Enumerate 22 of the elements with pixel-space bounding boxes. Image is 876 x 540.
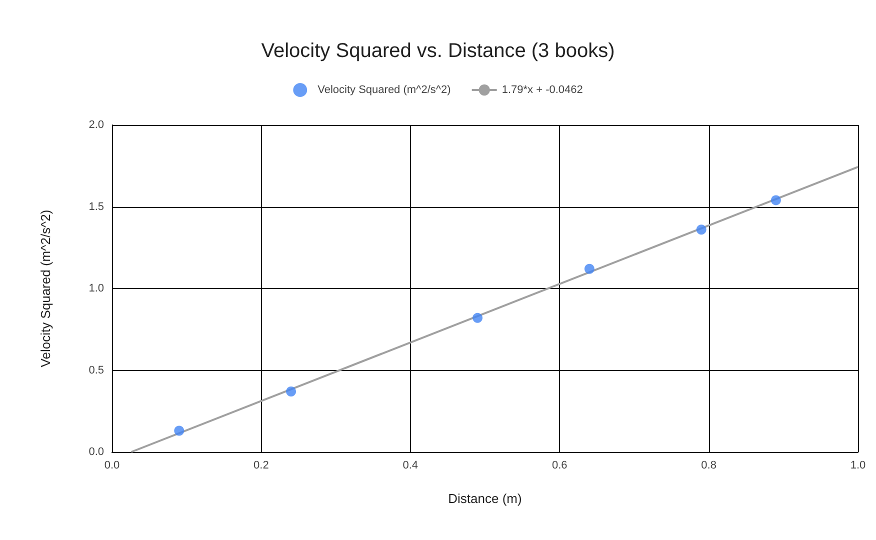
point: [174, 426, 184, 436]
x-tick-label: 0.6: [552, 460, 568, 472]
y-tick-label: 0.0: [88, 446, 104, 458]
chart-title: Velocity Squared vs. Distance (3 books): [261, 40, 615, 62]
x-tick-label: 0.8: [701, 460, 716, 472]
point: [584, 264, 594, 274]
point: [696, 224, 706, 235]
legend-label: Velocity Squared (m^2/s^2): [318, 84, 451, 96]
y-tick-label: 0.5: [88, 364, 104, 376]
point: [770, 195, 781, 206]
y-axis-title: Velocity Squared (m^2/s^2): [38, 210, 53, 368]
x-tick-label: 0.0: [104, 460, 120, 472]
x-axis-title: Distance (m): [448, 491, 522, 506]
point: [286, 386, 296, 396]
y-tick-label: 1.5: [88, 200, 104, 213]
x-tick-label: 1.0: [850, 460, 866, 472]
y-tick-label: 2.0: [88, 119, 104, 131]
y-tick-label: 1.0: [88, 282, 104, 294]
legend-label: 1.79*x + -0.0462: [502, 84, 583, 96]
point: [472, 312, 483, 323]
x-tick-label: 0.4: [402, 460, 418, 472]
x-tick-label: 0.2: [254, 460, 269, 472]
